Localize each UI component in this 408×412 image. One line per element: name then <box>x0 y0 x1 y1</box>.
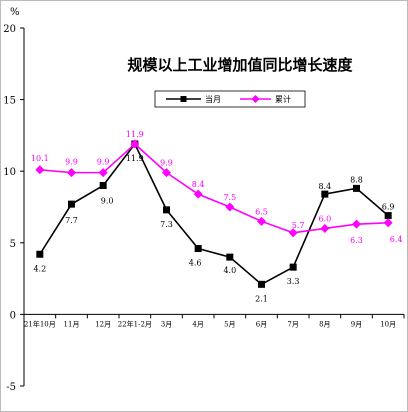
x-tick-label: 6月 <box>256 320 267 328</box>
data-point-累计 <box>162 168 171 178</box>
y-tick-label: 10 <box>3 167 16 178</box>
data-label-当月: 2.1 <box>255 294 268 303</box>
legend: 当月 累计 <box>154 90 306 108</box>
data-point-当月 <box>384 212 392 220</box>
x-tick-label: 7月 <box>287 320 298 328</box>
legend-box <box>154 90 306 108</box>
data-point-当月 <box>99 182 107 190</box>
x-tick-label: 10月 <box>380 320 396 328</box>
data-label-当月: 4.0 <box>223 266 236 275</box>
data-point-累计 <box>320 223 330 233</box>
plot-area: 4.2 7.7 9.0 11.9 7.3 4.6 4.0 2.1 3.3 8.4 8.8 6.9 10.… <box>31 130 403 303</box>
data-point-累计 <box>35 165 45 175</box>
y-tick-label: 15 <box>3 96 16 107</box>
data-label-当月: 3.3 <box>287 277 300 286</box>
data-label-当月: 7.7 <box>65 216 78 225</box>
data-label-当月: 8.8 <box>350 175 363 184</box>
data-point-当月 <box>321 190 329 198</box>
data-label-累计: 8.4 <box>192 180 205 189</box>
data-point-累计 <box>352 219 361 229</box>
y-tick-label: -5 <box>6 382 16 393</box>
y-unit-label: % <box>10 7 20 18</box>
x-tick-label: 8月 <box>319 320 330 328</box>
y-tick-label: 20 <box>3 24 16 35</box>
data-point-当月 <box>36 250 44 258</box>
data-label-当月: 8.4 <box>318 182 331 191</box>
data-label-累计: 6.5 <box>255 207 268 216</box>
data-point-当月 <box>258 280 265 288</box>
x-tick-label: 21年10月 <box>24 319 56 328</box>
data-point-累计 <box>225 202 235 212</box>
data-point-当月 <box>353 184 360 192</box>
data-label-累计: 5.7 <box>292 221 305 230</box>
legend-label-累计: 累计 <box>275 94 291 104</box>
chart-title: 规模以上工业增加值同比增长速度 <box>127 56 353 74</box>
data-point-当月 <box>163 206 170 214</box>
data-point-当月 <box>226 253 234 261</box>
x-tick-label: 5月 <box>224 320 235 328</box>
legend-marker-当月 <box>180 96 187 102</box>
data-point-累计 <box>288 228 298 238</box>
data-point-当月 <box>194 245 202 253</box>
data-point-累计 <box>67 168 76 178</box>
data-label-累计: 6.0 <box>318 214 331 223</box>
data-point-累计 <box>130 139 140 149</box>
legend-marker-累计 <box>251 95 260 103</box>
data-label-累计: 9.9 <box>160 159 173 168</box>
data-label-累计: 9.9 <box>97 158 110 167</box>
data-label-当月: 9.0 <box>101 197 114 206</box>
data-point-当月 <box>68 200 75 208</box>
series-line-当月 <box>39 142 389 286</box>
data-label-累计: 6.3 <box>350 236 363 245</box>
axes: -5 0 5 10 15 20 21年10月 11月 12月 22年1-2月 3月 4月 5月 6月 7月 8… <box>3 24 405 393</box>
data-label-累计: 7.5 <box>223 193 236 202</box>
data-point-当月 <box>289 263 297 271</box>
x-tick-label: 4月 <box>192 320 203 328</box>
data-point-累计 <box>257 216 266 226</box>
data-point-累计 <box>193 189 203 199</box>
x-tick-label: 9月 <box>351 320 362 328</box>
data-point-累计 <box>383 218 393 228</box>
data-label-累计: 6.4 <box>390 235 403 244</box>
data-label-累计: 9.9 <box>65 158 78 167</box>
x-tick-label: 12月 <box>95 320 111 328</box>
data-point-累计 <box>98 168 108 178</box>
data-label-当月: 7.3 <box>160 220 173 229</box>
data-label-当月: 4.2 <box>33 264 46 273</box>
data-label-当月: 4.6 <box>189 259 202 268</box>
data-label-累计: 10.1 <box>31 154 49 163</box>
data-label-当月: 6.9 <box>382 203 395 212</box>
y-tick-label: 5 <box>10 239 16 250</box>
data-label-当月: 11.9 <box>126 154 144 163</box>
data-label-累计: 11.9 <box>126 130 144 139</box>
x-tick-label: 22年1-2月 <box>118 319 152 328</box>
x-tick-label: 11月 <box>64 320 80 328</box>
y-tick-label: 0 <box>10 310 16 321</box>
legend-label-当月: 当月 <box>205 94 221 104</box>
x-tick-label: 3月 <box>161 320 172 328</box>
series-line-累计 <box>39 142 389 234</box>
